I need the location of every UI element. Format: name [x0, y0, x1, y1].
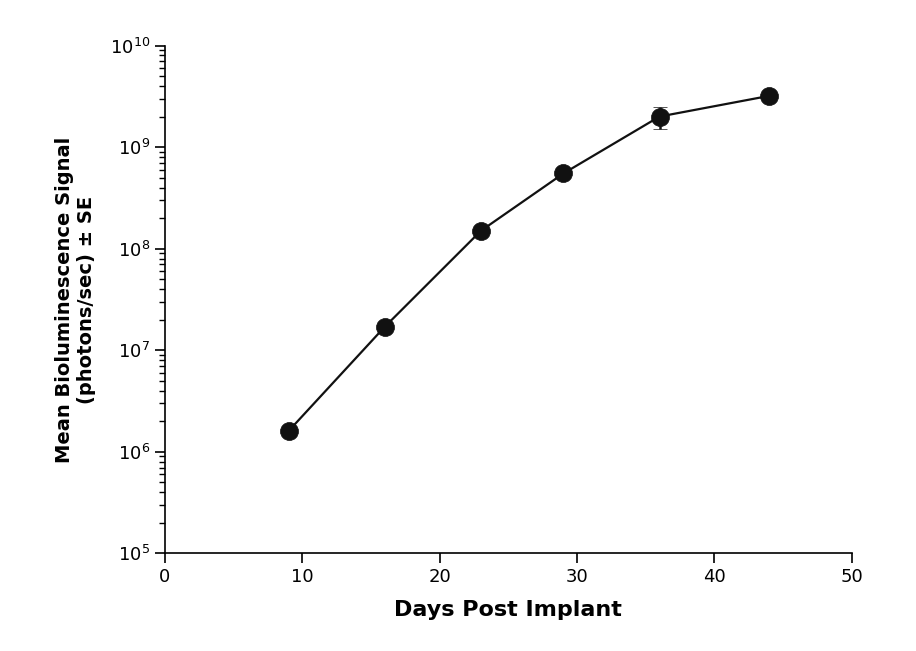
X-axis label: Days Post Implant: Days Post Implant	[395, 600, 622, 620]
Y-axis label: Mean Bioluminescence Signal
(photons/sec) ± SE: Mean Bioluminescence Signal (photons/sec…	[55, 136, 96, 463]
